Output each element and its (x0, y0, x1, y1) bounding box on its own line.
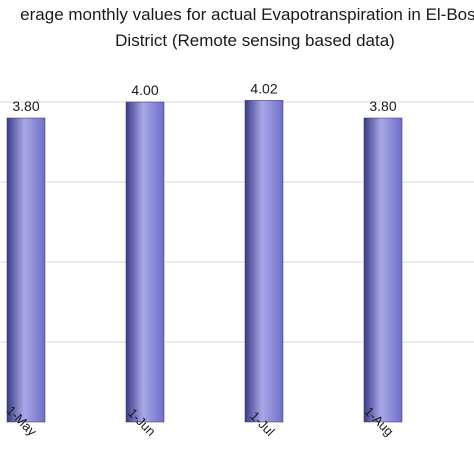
bar-1-May (6, 117, 46, 423)
value-label: 4.00 (131, 82, 158, 98)
bar-1-Jul (244, 100, 284, 423)
value-labels: 3.80 4.00 4.02 3.80 (12, 80, 396, 114)
x-tick-labels: 1-May 1-Jun 1-Jul 1-Aug (4, 403, 397, 439)
bar-1-Aug (363, 117, 403, 423)
value-label: 4.02 (250, 80, 277, 96)
chart-title-line-1: erage monthly values for actual Evapotra… (20, 5, 474, 24)
value-label: 3.80 (369, 98, 396, 114)
value-label: 3.80 (12, 98, 39, 114)
bars (6, 100, 403, 423)
gridlines (0, 101, 474, 343)
chart-title: erage monthly values for actual Evapotra… (0, 2, 474, 54)
chart-title-line-2: District (Remote sensing based data) (115, 31, 395, 50)
bar-1-Jun (125, 101, 165, 423)
